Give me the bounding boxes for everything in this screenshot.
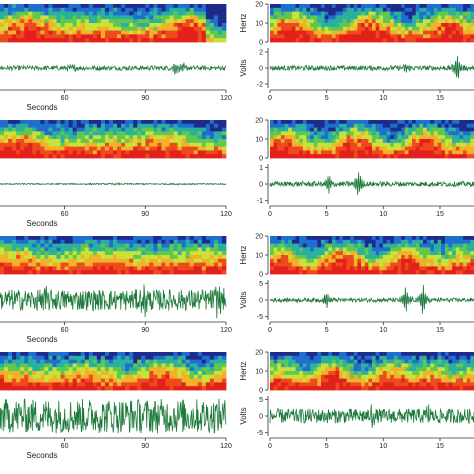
volt-tick-label-r3c1: 5 xyxy=(259,397,263,404)
x-tick-label-r1c0: 90 xyxy=(141,211,149,218)
x-tick-label-r2c0: 90 xyxy=(141,327,149,334)
spectrogram-r3c1 xyxy=(270,352,474,391)
hz-tick-label-r0c1: 0 xyxy=(259,40,263,47)
waveform-r3c0 xyxy=(0,398,227,434)
hz-tick-label-r3c1: 20 xyxy=(255,350,263,357)
waveform-r0c1 xyxy=(269,55,474,79)
waveform-r3c1 xyxy=(269,404,474,428)
x-tick-label-r2c0: 120 xyxy=(220,327,232,334)
x-tick-label-r1c1: 15 xyxy=(436,211,444,218)
waveform-r0c0 xyxy=(0,62,227,75)
x-tick-label-r0c0: 120 xyxy=(220,95,232,102)
x-tick-label-r2c1: 0 xyxy=(268,327,272,334)
hz-tick-label-r0c1: 20 xyxy=(255,2,263,9)
hz-axis-label-r3c1: Hertz xyxy=(239,361,248,380)
spectrogram-r3c0 xyxy=(0,352,227,391)
volt-tick-label-r1c1: 0 xyxy=(259,182,263,189)
spectrogram-r0c0 xyxy=(0,4,227,43)
volt-tick-label-r2c1: 0 xyxy=(259,298,263,305)
x-axis-label-r3c0: Seconds xyxy=(26,451,57,460)
volt-axis-label-r0c1: Volts xyxy=(239,59,248,76)
x-tick-label-r1c1: 5 xyxy=(325,211,329,218)
x-axis-label-r0c0: Seconds xyxy=(26,103,57,112)
volt-tick-label-r2c1: -5 xyxy=(257,314,263,321)
x-tick-label-r3c1: 10 xyxy=(379,443,387,450)
hz-tick-label-r3c1: 10 xyxy=(255,369,263,376)
hz-tick-label-r1c1: 10 xyxy=(255,137,263,144)
panel-r0c0: 60 90 120 Seconds xyxy=(0,4,232,112)
x-tick-label-r0c0: 90 xyxy=(141,95,149,102)
x-tick-label-r0c1: 15 xyxy=(436,95,444,102)
volt-tick-label-r3c1: 0 xyxy=(259,414,263,421)
spectrogram-r0c1 xyxy=(270,4,474,43)
panel-r1c0: 60 90 120 Seconds xyxy=(0,120,232,228)
hz-tick-label-r2c1: 20 xyxy=(255,234,263,241)
volt-tick-label-r2c1: 5 xyxy=(259,281,263,288)
volt-axis-label-r3c1: Volts xyxy=(239,407,248,424)
x-tick-label-r0c0: 60 xyxy=(61,95,69,102)
x-tick-label-r2c1: 5 xyxy=(325,327,329,334)
hz-tick-label-r2c1: 0 xyxy=(259,272,263,279)
x-axis-label-r1c0: Seconds xyxy=(26,219,57,228)
panel-r2c1: 0 5 10 15 0 10 20 5 0 -5 Hertz Volts xyxy=(239,234,474,334)
volt-tick-label-r0c1: 2 xyxy=(259,50,263,57)
hz-axis-label-r0c1: Hertz xyxy=(239,13,248,32)
x-tick-label-r0c1: 5 xyxy=(325,95,329,102)
x-tick-label-r3c1: 0 xyxy=(268,443,272,450)
x-tick-label-r3c0: 90 xyxy=(141,443,149,450)
hz-axis-label-r2c1: Hertz xyxy=(239,245,248,264)
hz-tick-label-r0c1: 10 xyxy=(255,21,263,28)
x-axis-label-r2c0: Seconds xyxy=(26,335,57,344)
x-tick-label-r0c1: 10 xyxy=(379,95,387,102)
volt-axis-label-r2c1: Volts xyxy=(239,291,248,308)
waveform-r2c0 xyxy=(0,284,227,319)
hz-tick-label-r1c1: 0 xyxy=(259,156,263,163)
x-tick-label-r3c1: 15 xyxy=(436,443,444,450)
x-tick-label-r1c0: 60 xyxy=(61,211,69,218)
x-tick-label-r3c0: 60 xyxy=(61,443,69,450)
spectrogram-r2c0 xyxy=(0,236,227,275)
x-tick-label-r1c0: 120 xyxy=(220,211,232,218)
x-tick-label-r2c0: 60 xyxy=(61,327,69,334)
x-tick-label-r3c0: 120 xyxy=(220,443,232,450)
x-tick-label-r2c1: 15 xyxy=(436,327,444,334)
spectrogram-r2c1 xyxy=(270,236,474,275)
volt-tick-label-r0c1: 0 xyxy=(259,66,263,73)
volt-tick-label-r0c1: -2 xyxy=(257,82,263,89)
hz-tick-label-r3c1: 0 xyxy=(259,388,263,395)
x-tick-label-r1c1: 0 xyxy=(268,211,272,218)
waveform-r2c1 xyxy=(269,284,474,314)
x-tick-label-r2c1: 10 xyxy=(379,327,387,334)
x-tick-label-r0c1: 0 xyxy=(268,95,272,102)
volt-tick-label-r1c1: -1 xyxy=(257,198,263,205)
panel-r3c0: 60 90 120 Seconds xyxy=(0,352,232,460)
waveform-r1c1 xyxy=(269,172,474,195)
x-tick-label-r1c1: 10 xyxy=(379,211,387,218)
x-tick-label-r3c1: 5 xyxy=(325,443,329,450)
panel-r3c1: 0 5 10 15 0 10 20 5 0 -5 Hertz Volts xyxy=(239,350,474,450)
volt-tick-label-r1c1: 1 xyxy=(259,165,263,172)
volt-tick-label-r3c1: -5 xyxy=(257,430,263,437)
spectrogram-r1c1 xyxy=(270,120,474,159)
spectrogram-r1c0 xyxy=(0,120,227,159)
panel-r2c0: 60 90 120 Seconds xyxy=(0,236,232,344)
waveform-r1c0 xyxy=(0,182,227,187)
hz-tick-label-r1c1: 20 xyxy=(255,118,263,125)
hz-tick-label-r2c1: 10 xyxy=(255,253,263,260)
